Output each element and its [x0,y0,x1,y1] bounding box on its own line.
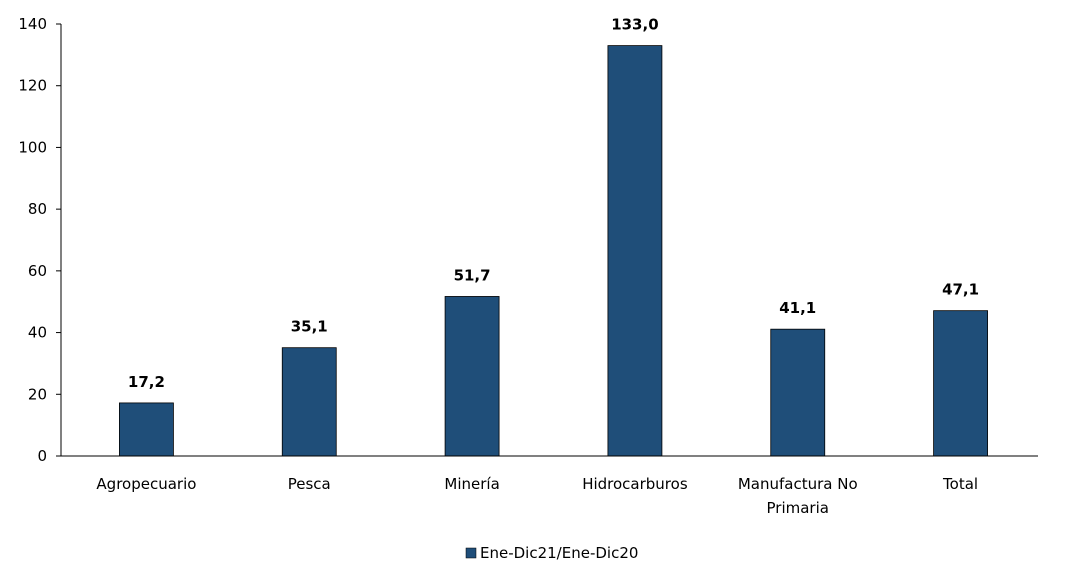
y-tick-label: 40 [28,324,47,342]
y-tick-label: 140 [18,15,47,33]
bar [770,328,826,457]
x-tick-label: Manufactura No [738,475,858,493]
bar [607,45,663,457]
y-tick-label: 120 [18,77,47,95]
x-tick-label: Minería [444,475,499,493]
x-tick-label: Hidrocarburos [582,475,688,493]
data-label: 35,1 [291,318,328,336]
data-label: 41,1 [779,299,816,317]
data-label: 51,7 [454,266,491,284]
legend-swatch [465,547,477,559]
data-label: 133,0 [611,16,658,34]
bar [933,310,988,457]
bar [281,347,337,457]
legend-label: Ene-Dic21/Ene-Dic20 [480,544,638,562]
y-tick-label: 100 [18,138,47,156]
x-tick-label: Agropecuario [96,475,196,493]
y-tick-label: 80 [28,200,47,218]
legend: Ene-Dic21/Ene-Dic20 [465,544,638,562]
bar [444,296,500,457]
x-tick-label: Pesca [288,475,331,493]
x-tick-label: Primaria [767,499,829,517]
data-label: 17,2 [128,373,165,391]
bar [119,402,174,457]
y-tick-label: 20 [28,385,47,403]
x-tick-label: Total [942,475,978,493]
y-axis: 0 20 40 60 80 100 120 140 [18,15,62,465]
y-tick-label: 0 [37,447,47,465]
y-tick-label: 60 [28,262,47,280]
bars: 17,2 35,1 51,7 133,0 41,1 47,1 [119,16,988,457]
data-label: 47,1 [942,281,979,299]
x-axis: Agropecuario Pesca Minería Hidrocarburos Man… [61,455,1038,517]
